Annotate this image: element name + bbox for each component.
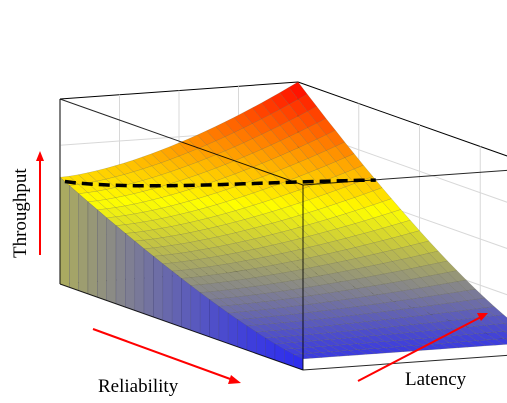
side-patch — [134, 240, 145, 315]
side-patch — [218, 305, 229, 344]
side-patch — [143, 248, 154, 318]
surface-patch — [494, 331, 507, 339]
box-edge — [59, 98, 304, 186]
surface-mesh — [59, 81, 507, 371]
y-axis-title: Latency — [405, 369, 467, 390]
z-axis-arrow — [36, 151, 44, 255]
x-axis-arrow — [92, 328, 241, 384]
surface-patch — [301, 352, 323, 359]
surface-patch — [393, 346, 414, 352]
side-patch — [162, 263, 173, 325]
side-patch — [115, 225, 126, 308]
side-patch — [171, 270, 182, 328]
surface-patch — [466, 340, 487, 347]
box-edge — [302, 354, 507, 371]
surface-patch — [365, 348, 387, 354]
side-patch — [209, 299, 220, 341]
y-axis-arrow — [357, 313, 488, 382]
side-patch — [106, 217, 117, 305]
side-patch — [190, 284, 201, 334]
side-patch — [69, 184, 79, 291]
surface-patch — [503, 322, 507, 327]
x-axis-title: Reliability — [98, 376, 179, 397]
box-edge — [59, 283, 304, 371]
surface-patch — [493, 314, 507, 324]
surface-patch — [494, 323, 507, 332]
dashed-curve — [64, 178, 376, 188]
side-patch — [153, 255, 164, 321]
side-patch — [125, 232, 136, 311]
z-axis-title: Throughput — [10, 168, 31, 258]
side-patch — [59, 176, 70, 288]
front-box-frame — [59, 98, 507, 371]
surface-patch — [503, 338, 507, 341]
side-patch — [199, 292, 210, 338]
side-patch — [78, 193, 89, 295]
side-patch — [181, 277, 192, 331]
surface-patch — [503, 330, 507, 334]
side-patch — [97, 209, 107, 301]
side-patch — [87, 201, 98, 298]
